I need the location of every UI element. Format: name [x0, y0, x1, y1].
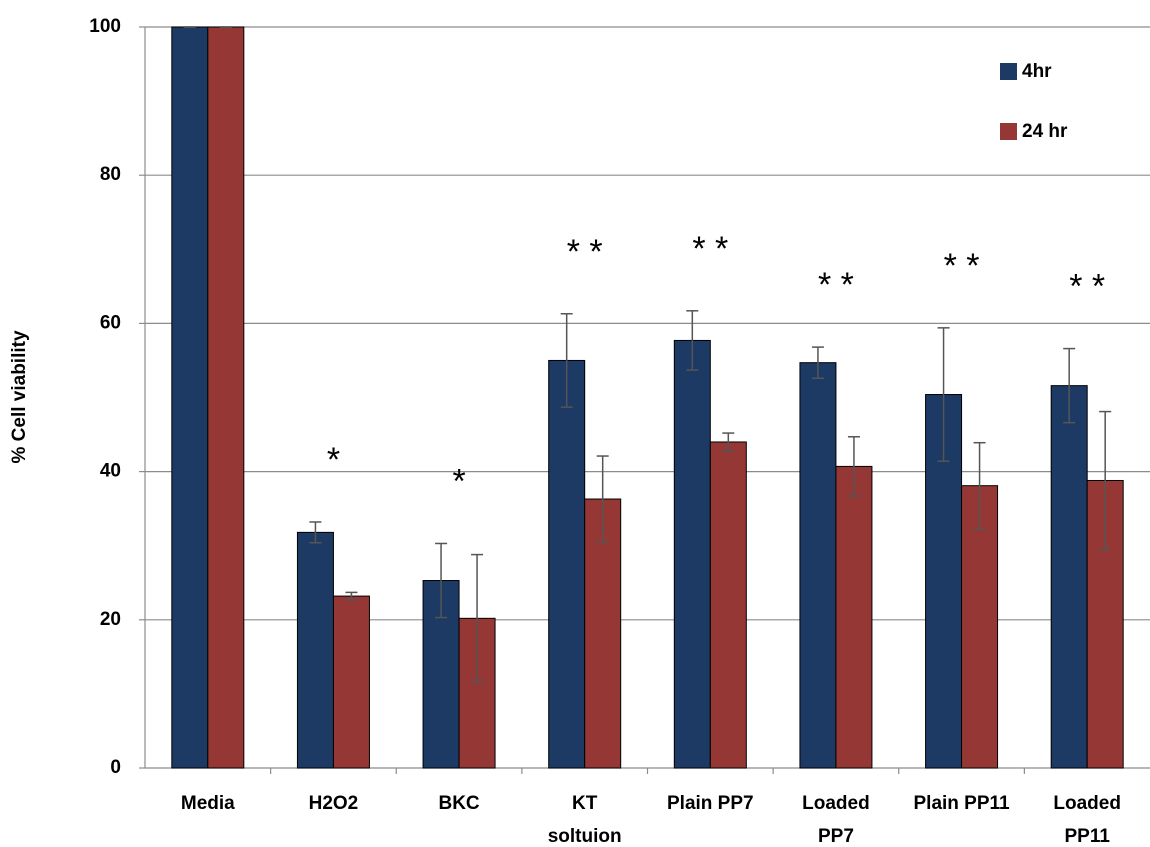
error-bar: [435, 542, 448, 619]
error-bar: [973, 441, 986, 530]
x-tick-label: Media: [181, 793, 235, 814]
bar: [961, 485, 999, 769]
x-tick-label: Loaded PP7: [802, 793, 870, 847]
x-tick-label-line: Media: [181, 793, 235, 814]
significance-marker: *: [327, 441, 340, 479]
error-bar: [1063, 347, 1076, 424]
x-tick-label: Plain PP7: [667, 793, 754, 814]
bar: [207, 26, 245, 769]
error-bar: [471, 553, 484, 683]
error-bar: [309, 521, 322, 544]
bar: [835, 465, 873, 769]
error-bar: [722, 432, 735, 452]
legend-swatch: [1000, 123, 1017, 140]
x-tick-label-line: KT: [572, 793, 598, 814]
error-bar: [345, 591, 358, 601]
bar: [548, 359, 586, 769]
legend-label: 4hr: [1022, 61, 1052, 82]
error-bar: [847, 436, 860, 497]
x-tick-label: KT soltuion: [548, 793, 622, 847]
y-tick-label: 20: [100, 609, 121, 630]
bar: [673, 339, 711, 769]
error-bar: [937, 327, 950, 462]
x-tick-label-line: PP7: [818, 826, 854, 847]
x-tick-label-line: Plain PP7: [667, 793, 754, 814]
x-tick-label-line: H2O2: [309, 793, 359, 814]
x-tick-label: H2O2: [309, 793, 359, 814]
x-tick-label-line: PP11: [1064, 826, 1110, 847]
x-tick-label: BKC: [438, 793, 479, 814]
bar: [1050, 385, 1088, 769]
significance-marker: * *: [692, 230, 728, 268]
error-bar: [686, 310, 699, 371]
x-tick-label: Loaded PP11: [1053, 793, 1121, 847]
bar: [296, 531, 334, 769]
x-tick-label-line: Plain PP11: [914, 793, 1011, 814]
y-tick-label: 40: [100, 461, 121, 482]
bar: [332, 595, 370, 769]
y-tick-label: 0: [110, 757, 121, 778]
x-tick-label-line: BKC: [438, 793, 479, 814]
error-bar: [811, 346, 824, 379]
bar: [799, 362, 837, 769]
significance-marker: * *: [818, 266, 854, 304]
legend-swatch: [1000, 63, 1017, 80]
error-bar: [596, 455, 609, 543]
bar: [171, 26, 209, 769]
y-tick-label: 100: [89, 16, 121, 37]
significance-marker: * *: [944, 247, 980, 285]
y-tick-label: 60: [100, 312, 121, 333]
y-axis-label: % Cell viability: [9, 330, 30, 463]
bar: [709, 441, 747, 769]
significance-marker: *: [452, 462, 465, 500]
significance-marker: * *: [1069, 268, 1105, 306]
x-tick-label-line: Loaded: [1053, 793, 1121, 814]
error-bar: [1099, 410, 1112, 551]
y-tick-label: 80: [100, 164, 121, 185]
x-tick-label-line: soltuion: [548, 826, 622, 847]
x-tick-label: Plain PP11: [914, 793, 1011, 814]
x-tick-label-line: Loaded: [802, 793, 870, 814]
legend-label: 24 hr: [1022, 121, 1068, 142]
significance-marker: * *: [567, 233, 603, 271]
error-bar: [560, 313, 573, 408]
bar: [584, 498, 622, 769]
